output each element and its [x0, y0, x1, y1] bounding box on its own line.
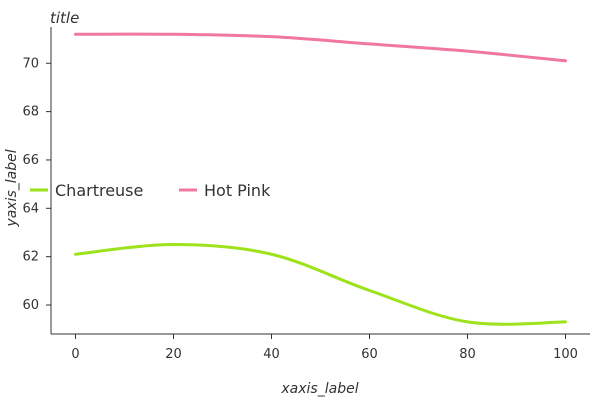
x-tick-label: 20: [165, 347, 182, 362]
legend-label-hot-pink: Hot Pink: [204, 181, 271, 200]
chart-title: title: [50, 9, 79, 27]
y-axis-label: yaxis_label: [4, 149, 20, 227]
y-tick-label: 62: [22, 250, 39, 265]
series-line-hot-pink: [74, 32, 567, 63]
x-tick-label: 80: [459, 347, 476, 362]
legend: Chartreuse Hot Pink: [30, 181, 271, 200]
x-tick-label: 100: [553, 347, 578, 362]
y-tick-label: 60: [22, 298, 39, 313]
x-tick-label: 40: [263, 347, 280, 362]
legend-label-chartreuse: Chartreuse: [55, 181, 143, 200]
series-line-chartreuse: [74, 243, 567, 326]
y-tick-label: 70: [22, 56, 39, 71]
y-tick-label: 64: [22, 201, 39, 216]
x-tick-label: 0: [71, 347, 79, 362]
x-axis-label: xaxis_label: [280, 381, 358, 397]
y-tick-label: 68: [22, 105, 39, 120]
x-ticks: 0 20 40 60 80 100: [71, 334, 578, 362]
x-tick-label: 60: [361, 347, 378, 362]
plot-lines: [74, 32, 567, 326]
y-tick-label: 66: [22, 153, 39, 168]
y-ticks: 60 62 64 66 68 70: [22, 56, 51, 313]
